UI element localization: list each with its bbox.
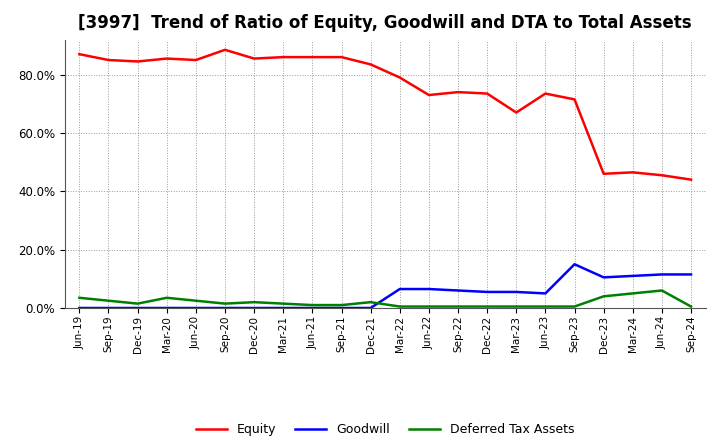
- Goodwill: [104, 305, 113, 311]
- Equity: [512, 110, 521, 115]
- Equity: [192, 57, 200, 62]
- Equity: [599, 171, 608, 176]
- Goodwill: [395, 286, 404, 292]
- Goodwill: [163, 305, 171, 311]
- Equity: [366, 62, 375, 67]
- Goodwill: [192, 305, 200, 311]
- Equity: [483, 91, 492, 96]
- Equity: [104, 57, 113, 62]
- Equity: [220, 47, 229, 52]
- Goodwill: [220, 305, 229, 311]
- Equity: [250, 56, 258, 61]
- Equity: [425, 92, 433, 98]
- Deferred Tax Assets: [512, 304, 521, 309]
- Goodwill: [250, 305, 258, 311]
- Equity: [657, 172, 666, 178]
- Deferred Tax Assets: [657, 288, 666, 293]
- Deferred Tax Assets: [541, 304, 550, 309]
- Goodwill: [75, 305, 84, 311]
- Equity: [163, 56, 171, 61]
- Deferred Tax Assets: [454, 304, 462, 309]
- Line: Deferred Tax Assets: Deferred Tax Assets: [79, 290, 691, 307]
- Goodwill: [512, 290, 521, 295]
- Goodwill: [279, 305, 287, 311]
- Deferred Tax Assets: [220, 301, 229, 306]
- Goodwill: [687, 272, 696, 277]
- Deferred Tax Assets: [337, 302, 346, 308]
- Equity: [308, 55, 317, 60]
- Equity: [454, 89, 462, 95]
- Equity: [395, 75, 404, 80]
- Equity: [541, 91, 550, 96]
- Goodwill: [599, 275, 608, 280]
- Goodwill: [483, 290, 492, 295]
- Deferred Tax Assets: [366, 300, 375, 305]
- Deferred Tax Assets: [192, 298, 200, 303]
- Deferred Tax Assets: [75, 295, 84, 301]
- Deferred Tax Assets: [395, 304, 404, 309]
- Deferred Tax Assets: [687, 304, 696, 309]
- Line: Equity: Equity: [79, 50, 691, 180]
- Equity: [570, 97, 579, 102]
- Equity: [75, 51, 84, 57]
- Equity: [279, 55, 287, 60]
- Deferred Tax Assets: [163, 295, 171, 301]
- Deferred Tax Assets: [599, 293, 608, 299]
- Goodwill: [337, 305, 346, 311]
- Deferred Tax Assets: [483, 304, 492, 309]
- Deferred Tax Assets: [308, 302, 317, 308]
- Deferred Tax Assets: [133, 301, 142, 306]
- Goodwill: [425, 286, 433, 292]
- Deferred Tax Assets: [104, 298, 113, 303]
- Goodwill: [541, 291, 550, 296]
- Goodwill: [308, 305, 317, 311]
- Goodwill: [629, 273, 637, 279]
- Goodwill: [454, 288, 462, 293]
- Equity: [337, 55, 346, 60]
- Equity: [687, 177, 696, 182]
- Deferred Tax Assets: [250, 300, 258, 305]
- Goodwill: [133, 305, 142, 311]
- Deferred Tax Assets: [425, 304, 433, 309]
- Goodwill: [657, 272, 666, 277]
- Deferred Tax Assets: [629, 291, 637, 296]
- Legend: Equity, Goodwill, Deferred Tax Assets: Equity, Goodwill, Deferred Tax Assets: [191, 418, 580, 440]
- Deferred Tax Assets: [279, 301, 287, 306]
- Equity: [629, 170, 637, 175]
- Goodwill: [570, 262, 579, 267]
- Title: [3997]  Trend of Ratio of Equity, Goodwill and DTA to Total Assets: [3997] Trend of Ratio of Equity, Goodwil…: [78, 15, 692, 33]
- Line: Goodwill: Goodwill: [79, 264, 691, 308]
- Equity: [133, 59, 142, 64]
- Goodwill: [366, 305, 375, 311]
- Deferred Tax Assets: [570, 304, 579, 309]
